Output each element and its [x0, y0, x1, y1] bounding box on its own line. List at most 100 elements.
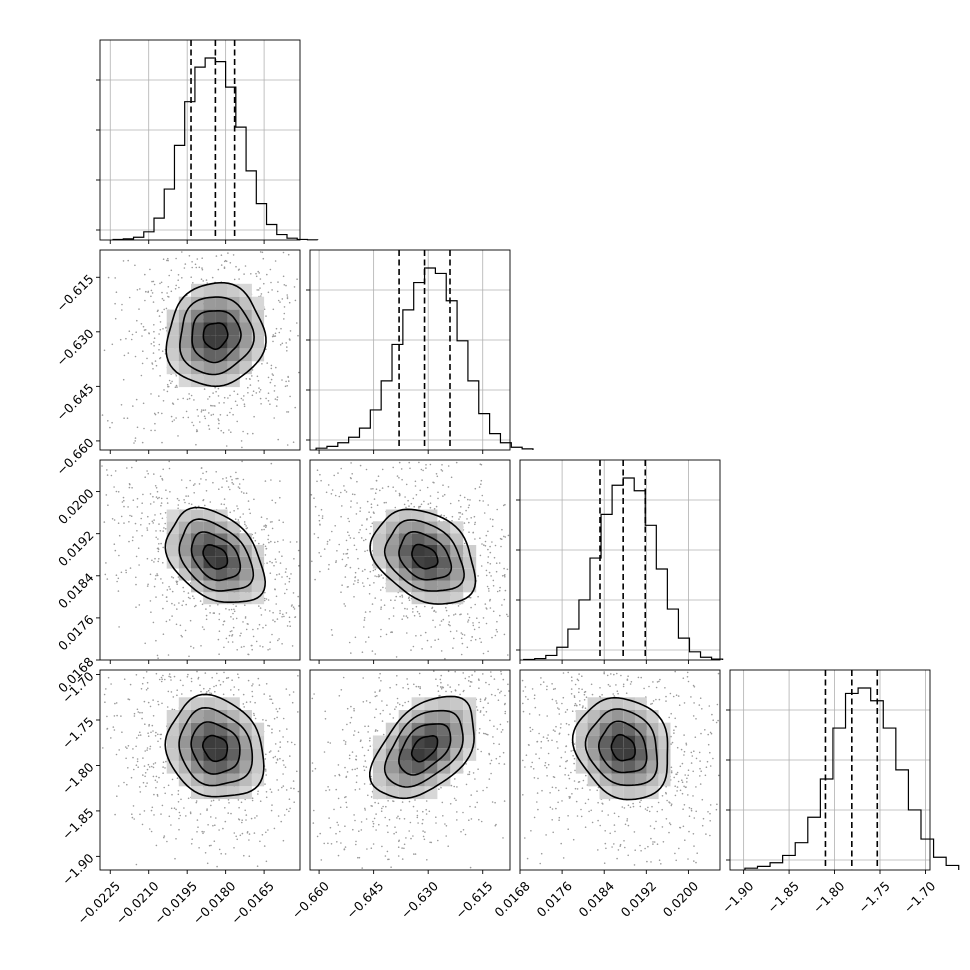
- scatter-point: [128, 330, 131, 333]
- scatter-point: [197, 415, 199, 417]
- scatter-point: [220, 264, 223, 266]
- xtick-label-0-4: −0.0165: [228, 878, 277, 927]
- scatter-point: [189, 479, 191, 482]
- scatter-point: [228, 609, 230, 611]
- scatter-point: [272, 334, 275, 336]
- xtick-label-3-0: −1.90: [719, 878, 757, 916]
- scatter-point: [242, 430, 244, 433]
- scatter-point: [200, 478, 202, 480]
- scatter-point: [158, 395, 160, 397]
- panel-bg-2-0: [100, 460, 300, 660]
- scatter-point: [267, 291, 270, 294]
- scatter-point: [223, 646, 225, 649]
- scatter-point: [136, 319, 138, 322]
- scatter-point: [286, 296, 289, 298]
- scatter-point: [283, 615, 285, 618]
- scatter-point: [123, 505, 125, 508]
- scatter-point: [246, 432, 249, 435]
- scatter-point: [238, 268, 240, 271]
- scatter-point: [228, 429, 230, 431]
- scatter-point: [275, 405, 278, 407]
- scatter-point: [297, 334, 299, 337]
- scatter-point: [265, 598, 268, 600]
- scatter-point: [271, 289, 273, 291]
- scatter-point: [144, 642, 146, 645]
- scatter-point: [271, 561, 273, 564]
- scatter-point: [297, 549, 300, 552]
- scatter-point: [203, 628, 205, 631]
- scatter-point: [115, 291, 118, 294]
- scatter-point: [232, 254, 235, 256]
- scatter-point: [260, 403, 262, 405]
- scatter-point: [289, 395, 291, 398]
- scatter-point: [141, 441, 144, 444]
- scatter-point: [159, 475, 162, 478]
- scatter-point: [130, 515, 133, 517]
- scatter-point: [121, 501, 124, 503]
- scatter-point: [202, 280, 204, 282]
- ytick-label-1-1: −0.645: [53, 380, 96, 423]
- scatter-point: [170, 290, 173, 293]
- scatter-point: [265, 397, 267, 400]
- scatter-point: [261, 251, 264, 254]
- xtick-label-2-2: 0.0184: [576, 878, 618, 920]
- scatter-point: [142, 402, 145, 405]
- hist-frame-2: [519, 459, 721, 661]
- scatter-point: [205, 279, 208, 281]
- scatter-point: [151, 363, 154, 365]
- scatter-point: [180, 479, 183, 481]
- scatter-point: [182, 397, 184, 400]
- scatter-point: [201, 257, 203, 260]
- xtick-label-3-4: −1.70: [901, 878, 939, 916]
- scatter-point: [270, 281, 272, 284]
- scatter-point: [126, 417, 129, 420]
- scatter-point: [281, 379, 283, 381]
- scatter-point: [243, 395, 245, 397]
- scatter-point: [162, 328, 164, 330]
- scatter-point: [274, 332, 277, 335]
- scatter-point: [225, 260, 228, 263]
- scatter-point: [153, 337, 156, 340]
- scatter-point: [281, 576, 283, 578]
- scatter-point: [166, 259, 168, 262]
- ytick-label-3-3: −1.75: [59, 714, 97, 752]
- scatter-point: [275, 366, 277, 369]
- scatter-point: [288, 301, 291, 304]
- scatter-point: [140, 524, 142, 526]
- scatter-point: [263, 282, 265, 285]
- scatter-point: [136, 426, 139, 429]
- scatter-point: [281, 643, 283, 645]
- scatter-point: [199, 421, 201, 423]
- scatter-point: [176, 497, 179, 500]
- scatter-point: [175, 257, 177, 260]
- scatter-point: [265, 315, 267, 317]
- hist-frame-1: [309, 249, 511, 451]
- scatter-point: [155, 364, 158, 367]
- scatter-point: [166, 390, 169, 393]
- scatter-point: [259, 251, 262, 253]
- scatter-point: [174, 288, 177, 290]
- scatter-point: [215, 255, 218, 257]
- scatter-point: [139, 288, 141, 290]
- scatter-point: [150, 393, 152, 395]
- scatter-point: [135, 555, 138, 558]
- scatter-point: [114, 317, 117, 320]
- scatter-point: [162, 468, 164, 471]
- scatter-point: [276, 290, 279, 293]
- scatter-point: [263, 308, 266, 311]
- scatter-point: [153, 345, 155, 347]
- scatter-point: [107, 504, 109, 507]
- scatter-point: [152, 280, 155, 283]
- scatter-point: [161, 441, 163, 444]
- scatter-point: [258, 272, 261, 274]
- scatter-point: [144, 273, 146, 276]
- scatter-point: [140, 323, 143, 325]
- scatter-point: [279, 612, 281, 615]
- scatter-point: [122, 378, 125, 381]
- scatter-point: [132, 405, 134, 407]
- scatter-point: [213, 405, 215, 407]
- scatter-point: [218, 618, 220, 621]
- scatter-point: [126, 467, 128, 469]
- scatter-point: [188, 397, 191, 400]
- scatter-point: [185, 410, 188, 413]
